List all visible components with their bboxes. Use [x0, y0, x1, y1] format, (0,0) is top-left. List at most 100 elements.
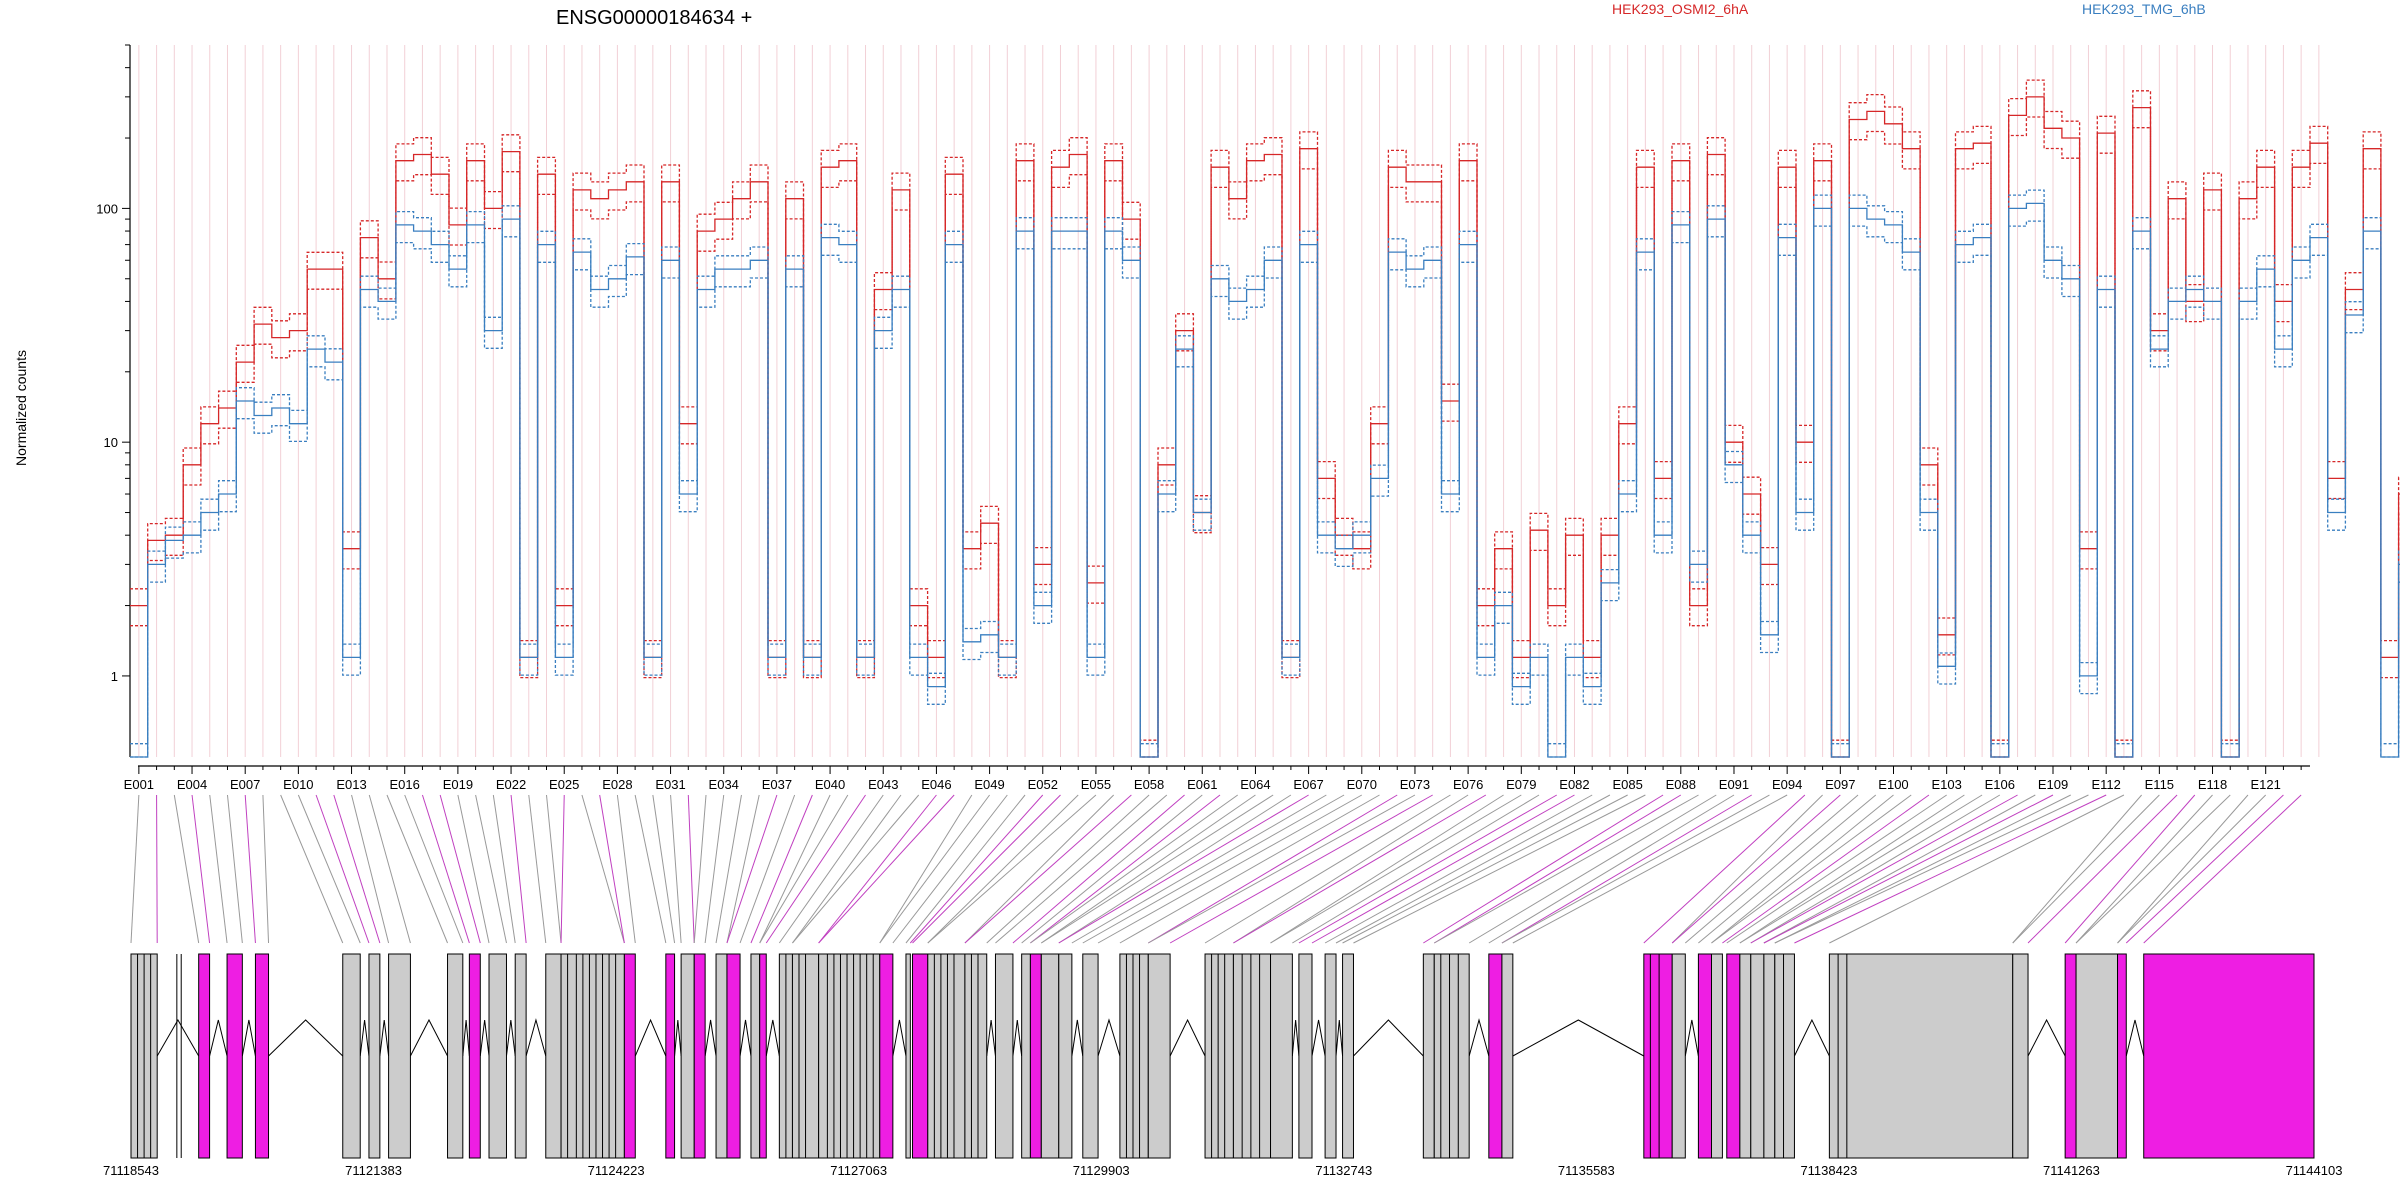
- intron-line: [2125, 1019, 2145, 1057]
- exon-block: [726, 953, 741, 1159]
- connector-line: [750, 794, 813, 944]
- connector-line: [905, 794, 1026, 944]
- exon-block: [488, 953, 507, 1159]
- exon-block: [1147, 953, 1171, 1159]
- connector-line: [964, 794, 1115, 944]
- genomic-tick-label: 71121383: [345, 1163, 402, 1178]
- genomic-tick-label: 71138423: [1800, 1163, 1857, 1178]
- connector-line: [1021, 794, 1203, 944]
- connector-line: [759, 794, 831, 944]
- connector-line: [818, 794, 955, 944]
- exon-block: [447, 953, 464, 1159]
- connector-line: [1774, 794, 2071, 944]
- exon-block: [368, 953, 381, 1159]
- x-tick-label: E016: [390, 777, 420, 792]
- connector-line: [1041, 794, 1274, 944]
- genomic-tick-label: 71144103: [2286, 1163, 2343, 1178]
- connector-line: [726, 794, 760, 944]
- genomic-tick-label: 71129903: [1073, 1163, 1130, 1178]
- connector-line: [2075, 794, 2213, 944]
- connector-line: [280, 794, 344, 944]
- connector-line: [879, 794, 973, 944]
- x-tick-label: E115: [2145, 777, 2174, 792]
- x-tick-label: E103: [1931, 777, 1961, 792]
- connector-line: [1763, 794, 2054, 944]
- intron-line: [765, 1019, 780, 1057]
- connector-line: [599, 794, 625, 944]
- intron-line: [1468, 1018, 1490, 1057]
- x-tick-label: E118: [2198, 777, 2227, 792]
- intron-line: [1169, 1018, 1206, 1057]
- connector-line: [156, 794, 158, 944]
- connector-line: [670, 794, 682, 944]
- intron-line: [892, 1019, 907, 1057]
- y-tick-label: 10: [104, 435, 118, 450]
- connector-line: [421, 794, 470, 944]
- exon-block: [1488, 953, 1503, 1159]
- connector-line: [892, 794, 1008, 944]
- connector-line: [1684, 794, 1859, 944]
- x-tick-label: E028: [602, 777, 632, 792]
- connector-line: [616, 794, 636, 944]
- connector-line: [173, 794, 200, 944]
- exon-block: [623, 953, 636, 1159]
- exon-block: [226, 953, 243, 1159]
- genomic-tick-label: 71127063: [830, 1163, 887, 1178]
- exon-block: [759, 953, 767, 1159]
- connector-line: [1311, 794, 1575, 944]
- exon-block: [1697, 953, 1712, 1159]
- connector-line: [457, 794, 490, 944]
- connector-line: [1711, 794, 1894, 944]
- exon-block: [545, 953, 562, 1159]
- x-tick-label: E025: [549, 777, 579, 792]
- connector-line: [351, 794, 390, 944]
- intron-line: [1335, 1019, 1344, 1057]
- exon-block: [1739, 953, 1752, 1159]
- exon-block: [342, 953, 361, 1159]
- connector-line: [510, 794, 527, 944]
- x-tick-label: E043: [868, 777, 898, 792]
- intron-line: [739, 1019, 752, 1057]
- exon-block: [1433, 953, 1470, 1159]
- exon-block: [1082, 953, 1099, 1159]
- exon-block: [715, 953, 728, 1159]
- intron-line: [1012, 1019, 1023, 1057]
- intron-line: [268, 1019, 344, 1057]
- intron-line: [2027, 1018, 2066, 1057]
- genomic-tick-label: 71135583: [1558, 1163, 1615, 1178]
- x-tick-label: E109: [2038, 777, 2068, 792]
- exon-block: [254, 953, 270, 1159]
- connector-line: [1774, 794, 2089, 944]
- connector-line: [130, 794, 140, 944]
- connector-line: [1711, 794, 1912, 944]
- connector-line: [986, 794, 1150, 944]
- connector-line: [927, 794, 1079, 944]
- exon-block: [560, 953, 625, 1159]
- connector-line: [1342, 794, 1628, 944]
- connector-line: [1292, 794, 1540, 944]
- genomic-tick-label: 71118543: [103, 1163, 159, 1178]
- series-lines: [130, 79, 2400, 758]
- connector-line: [927, 794, 1097, 944]
- x-tick-label: E070: [1347, 777, 1377, 792]
- connector-line: [652, 794, 676, 944]
- x-tick-label: E052: [1028, 777, 1058, 792]
- exon-block: [994, 953, 1014, 1159]
- connector-line: [912, 794, 1061, 944]
- exon-block: [1726, 953, 1741, 1159]
- connector-line: [778, 794, 884, 944]
- connector-line: [492, 794, 516, 944]
- connector-line: [1324, 794, 1593, 944]
- connector-line: [1233, 794, 1487, 944]
- connector-line: [1082, 794, 1345, 944]
- intron-line: [462, 1019, 470, 1057]
- connector-line: [1671, 794, 1823, 944]
- connector-line: [2117, 794, 2249, 944]
- connector-line: [792, 794, 902, 944]
- exon-block: [1204, 953, 1234, 1159]
- intron-line: [1097, 1018, 1121, 1057]
- exon-block: [388, 953, 411, 1159]
- exon-block: [1774, 953, 1795, 1159]
- connector-line: [1643, 794, 1806, 944]
- exon-block: [665, 953, 676, 1159]
